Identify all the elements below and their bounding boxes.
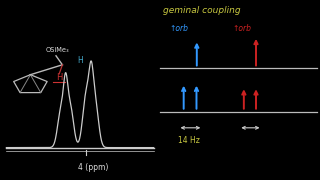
Text: geminal coupling: geminal coupling — [163, 6, 240, 15]
Text: ↑orb: ↑orb — [170, 24, 189, 33]
Text: OSiMe₃: OSiMe₃ — [46, 47, 69, 53]
Text: 4 (ppm): 4 (ppm) — [78, 163, 108, 172]
Text: H: H — [77, 56, 83, 65]
Text: H: H — [56, 73, 62, 82]
Text: 14 Hz: 14 Hz — [178, 136, 200, 145]
Text: ↑orb: ↑orb — [232, 24, 251, 33]
